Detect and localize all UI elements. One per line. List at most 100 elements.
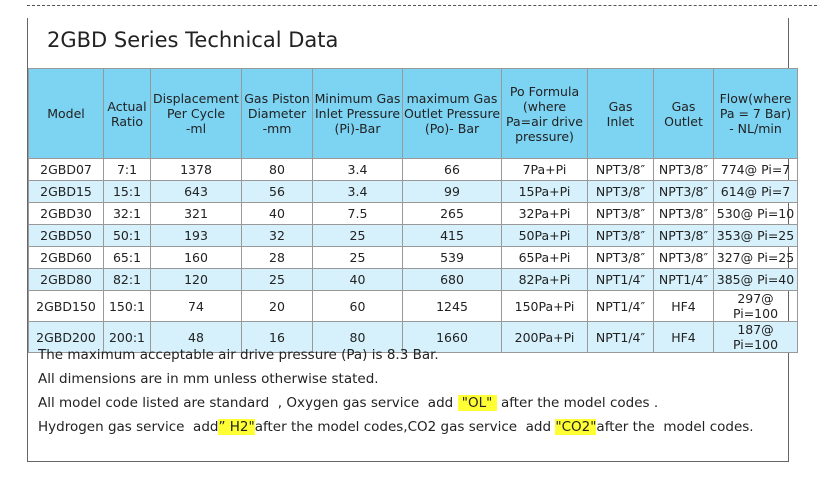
table-cell: 2GBD60 — [28, 246, 104, 269]
table-cell: 265 — [402, 202, 502, 225]
column-header: Po Formula (where Pa=air drive pressure) — [501, 68, 588, 159]
table-cell: 2GBD50 — [28, 224, 104, 247]
table-cell: 774@ Pi=7 — [713, 158, 798, 181]
column-header: maximum Gas Outlet Pressure (Po)- Bar — [402, 68, 502, 159]
note-text: All model code listed are standard , Oxy… — [38, 395, 458, 411]
table-cell: NPT3/8″ — [653, 224, 714, 247]
table-cell: NPT1/4″ — [587, 321, 654, 353]
note-text: after the model codes . — [496, 395, 659, 411]
note-line: Hydrogen gas service add” H2"after the m… — [38, 415, 754, 439]
header-row: Model Actual Ratio Displacement Per Cycle … — [28, 68, 798, 159]
table-cell: 32:1 — [103, 202, 151, 225]
table-cell: NPT3/8″ — [653, 202, 714, 225]
table-cell: HF4 — [653, 290, 714, 322]
table-cell: NPT3/8″ — [587, 180, 654, 203]
table-cell: 65Pa+Pi — [501, 246, 588, 269]
table-cell: 80 — [312, 321, 403, 353]
column-header: Gas Outlet — [653, 68, 714, 159]
dashed-rule — [27, 5, 817, 6]
spec-table: Model Actual Ratio Displacement Per Cycle … — [28, 68, 798, 353]
notes: The maximum acceptable air drive pressur… — [38, 343, 754, 439]
table-cell: NPT3/8″ — [653, 158, 714, 181]
table-cell: 160 — [150, 246, 242, 269]
table-cell: 2GBD150 — [28, 290, 104, 322]
table-cell: NPT1/4″ — [653, 268, 714, 291]
table-cell: NPT3/8″ — [653, 246, 714, 269]
note-text: Hydrogen gas service add — [38, 419, 219, 435]
table-cell: 40 — [241, 202, 313, 225]
highlight: ” H2" — [218, 419, 255, 435]
note-line: All dimensions are in mm unless otherwis… — [38, 367, 754, 391]
table-cell: 25 — [241, 268, 313, 291]
table-cell: 40 — [312, 268, 403, 291]
table-cell: 48 — [150, 321, 242, 353]
table-cell: 2GBD30 — [28, 202, 104, 225]
table-row: 2GBD15 15:1 643 56 3.4 99 15Pa+Pi NPT3/8″ NPT3/8… — [28, 180, 798, 203]
table-cell: 539 — [402, 246, 502, 269]
note-line: The maximum acceptable air drive pressur… — [38, 343, 754, 367]
column-header: Minimum Gas Inlet Pressure (Pi)-Bar — [312, 68, 403, 159]
note-text: after the model codes. — [596, 419, 754, 435]
table-row: 2GBD80 82:1 120 25 40 680 82Pa+Pi NPT1/4″ NPT1/4… — [28, 268, 798, 291]
table-cell: 15:1 — [103, 180, 151, 203]
table-cell: 321 — [150, 202, 242, 225]
table-cell: 20 — [241, 290, 313, 322]
table-cell: NPT3/8″ — [587, 202, 654, 225]
table-cell: 680 — [402, 268, 502, 291]
table-cell: 15Pa+Pi — [501, 180, 588, 203]
table-cell: 32Pa+Pi — [501, 202, 588, 225]
table-cell: 50:1 — [103, 224, 151, 247]
note-line: All model code listed are standard , Oxy… — [38, 391, 754, 415]
table-cell: 60 — [312, 290, 403, 322]
column-header: Actual Ratio — [103, 68, 151, 159]
table-row: 2GBD30 32:1 321 40 7.5 265 32Pa+Pi NPT3/8″ NPT3/… — [28, 202, 798, 225]
table-cell: 3.4 — [312, 158, 403, 181]
table-cell: 25 — [312, 246, 403, 269]
table-cell: 56 — [241, 180, 313, 203]
table-cell: 7Pa+Pi — [501, 158, 588, 181]
table-cell: 32 — [241, 224, 313, 247]
table-cell: 297@ Pi=100 — [713, 290, 798, 322]
table-cell: 187@ Pi=100 — [713, 321, 798, 353]
table-cell: 74 — [150, 290, 242, 322]
table-cell: 150Pa+Pi — [501, 290, 588, 322]
table-cell: 80 — [241, 158, 313, 181]
column-header: Model — [28, 68, 104, 159]
table-cell: 1245 — [402, 290, 502, 322]
table-cell: NPT3/8″ — [653, 180, 714, 203]
table-cell: 28 — [241, 246, 313, 269]
table-cell: 3.4 — [312, 180, 403, 203]
table-cell: 50Pa+Pi — [501, 224, 588, 247]
column-header: Flow(where Pa = 7 Bar) - NL/min — [713, 68, 798, 159]
note-text: All dimensions are in mm unless otherwis… — [38, 371, 379, 387]
table-cell: 2GBD15 — [28, 180, 104, 203]
title: 2GBD Series Technical Data — [47, 28, 339, 52]
column-header: Gas Piston Diameter -mm — [241, 68, 313, 159]
table-row: 2GBD07 7:1 1378 80 3.4 66 7Pa+Pi NPT3/8″ NPT3/8″… — [28, 158, 798, 181]
table-cell: 7:1 — [103, 158, 151, 181]
table-cell: 200Pa+Pi — [501, 321, 588, 353]
column-header: Displacement Per Cycle -ml — [150, 68, 242, 159]
table-cell: NPT1/4″ — [587, 268, 654, 291]
table-cell: 643 — [150, 180, 242, 203]
table-cell: NPT3/8″ — [587, 224, 654, 247]
table-cell: 530@ Pi=10 — [713, 202, 798, 225]
note-text: after the model codes,CO2 gas service ad… — [254, 419, 556, 435]
highlight: "OL" — [457, 395, 497, 411]
table-cell: 415 — [402, 224, 502, 247]
table-cell: 385@ Pi=40 — [713, 268, 798, 291]
table-cell: 82Pa+Pi — [501, 268, 588, 291]
table-cell: 2GBD200 — [28, 321, 104, 353]
table-cell: HF4 — [653, 321, 714, 353]
table-cell: 99 — [402, 180, 502, 203]
highlight: "CO2" — [555, 419, 597, 435]
table-row: 2GBD150 150:1 74 20 60 1245 150Pa+Pi NPT1/4″ HF4… — [28, 290, 798, 322]
table-row: 2GBD200 200:1 48 16 80 1660 200Pa+Pi NPT1/4″ HF4… — [28, 321, 798, 353]
table-row: 2GBD50 50:1 193 32 25 415 50Pa+Pi NPT3/8″ NPT3/8… — [28, 224, 798, 247]
table-cell: 66 — [402, 158, 502, 181]
table-cell: 65:1 — [103, 246, 151, 269]
table-cell: NPT1/4″ — [587, 290, 654, 322]
table-cell: 1378 — [150, 158, 242, 181]
table-cell: 193 — [150, 224, 242, 247]
